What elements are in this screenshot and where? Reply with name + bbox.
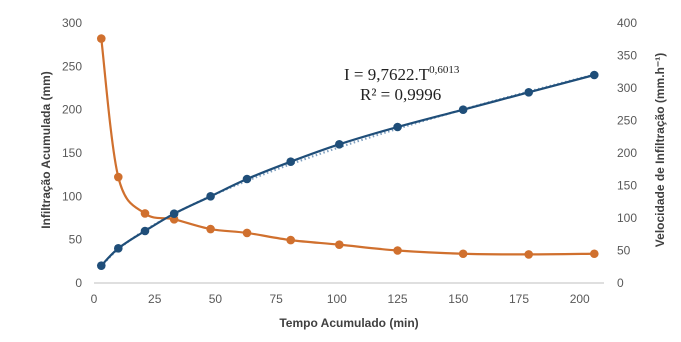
r-squared: R² = 0,9996 — [360, 85, 441, 104]
data-point — [286, 157, 296, 166]
equation-exponent: 0,6013 — [429, 64, 460, 76]
x-tick-label: 25 — [148, 292, 162, 306]
data-point — [393, 246, 402, 255]
series-0 — [96, 70, 599, 270]
x-tick-label: 200 — [570, 292, 590, 306]
data-point — [458, 249, 468, 259]
data-point — [393, 122, 402, 132]
data-point — [524, 88, 534, 97]
data-point — [206, 192, 215, 201]
y-left-tick-label: 300 — [62, 16, 82, 30]
y-right-tick-label: 50 — [617, 244, 631, 258]
y-right-tick-labels: 0 50 100 150 200 250 300 350 400 — [617, 16, 637, 290]
x-tick-label: 175 — [509, 292, 529, 306]
data-point — [113, 172, 123, 182]
trend-equation: I = 9,7622.T0,6013 — [344, 64, 460, 84]
y-left-tick-labels: 0 50 100 150 200 250 300 — [62, 16, 82, 290]
data-point — [524, 250, 534, 259]
data-point — [458, 105, 468, 114]
series-1 — [96, 34, 599, 259]
y-left-tick-label: 0 — [75, 276, 82, 290]
y-right-tick-label: 150 — [617, 179, 637, 193]
x-tick-label: 125 — [388, 292, 408, 306]
y-right-axis-title: Velocidade de Infiltração (mm.h⁻¹) — [653, 53, 667, 247]
y-right-tick-label: 100 — [617, 211, 637, 225]
data-point — [589, 70, 599, 80]
y-right-tick-label: 300 — [617, 81, 637, 95]
series-line — [100, 38, 595, 256]
y-left-tick-label: 150 — [62, 146, 82, 160]
y-right-tick-label: 250 — [617, 114, 637, 128]
data-point — [113, 244, 123, 253]
data-point — [286, 235, 296, 245]
x-tick-label: 0 — [91, 292, 98, 306]
y-left-axis-title: Infiltração Acumulada (mm) — [39, 71, 53, 229]
data-point — [206, 224, 215, 234]
data-point — [334, 240, 344, 249]
x-axis-title: Tempo Acumulado (min) — [279, 316, 418, 330]
x-tick-label: 75 — [269, 292, 283, 306]
y-right-tick-label: 200 — [617, 146, 637, 160]
x-tick-label: 150 — [448, 292, 468, 306]
y-right-tick-label: 0 — [617, 276, 624, 290]
data-point — [96, 261, 106, 270]
data-point — [140, 226, 150, 236]
y-left-tick-label: 200 — [62, 103, 82, 117]
y-left-tick-label: 50 — [69, 233, 83, 247]
y-right-tick-label: 350 — [617, 49, 637, 63]
data-point — [242, 174, 252, 184]
data-point — [242, 228, 252, 238]
x-tick-label: 50 — [209, 292, 223, 306]
data-point — [589, 249, 599, 259]
y-left-tick-label: 250 — [62, 59, 82, 73]
data-point — [334, 140, 344, 149]
y-right-tick-label: 400 — [617, 16, 637, 30]
data-point — [96, 34, 106, 43]
data-point — [140, 209, 150, 218]
x-tick-labels: 0 25 50 75 100 125 150 175 200 — [91, 292, 590, 306]
series-layer — [96, 34, 599, 270]
data-point — [169, 209, 179, 218]
y-left-tick-label: 100 — [62, 189, 82, 203]
equation-main: I = 9,7622.T — [344, 65, 430, 84]
x-tick-label: 100 — [327, 292, 347, 306]
